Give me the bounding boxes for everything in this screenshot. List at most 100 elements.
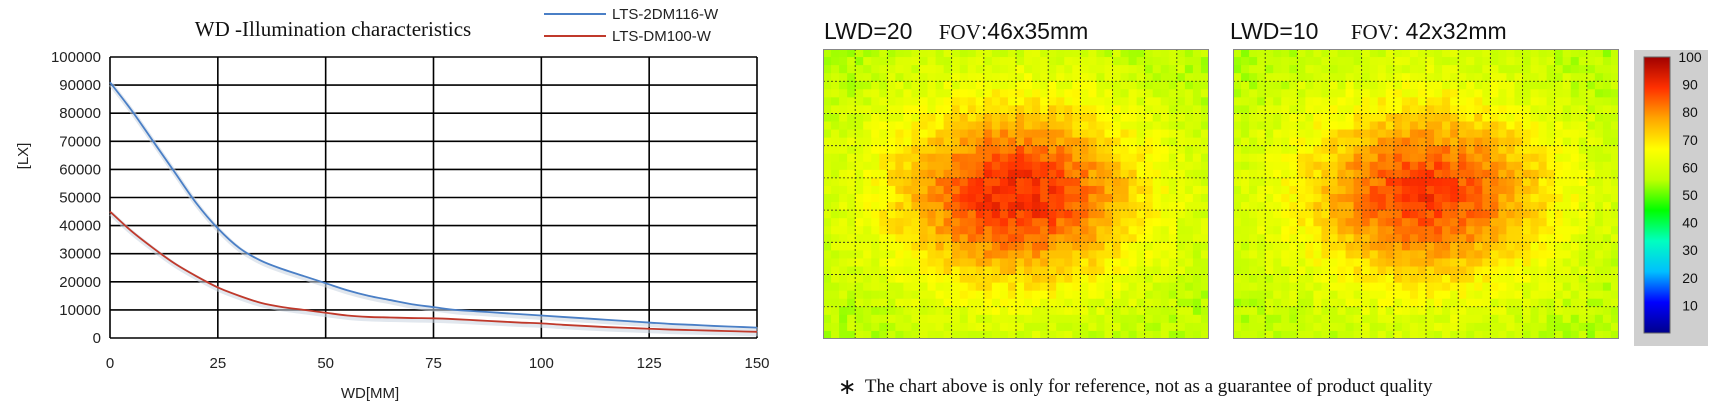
heatmap-cell	[1305, 73, 1315, 82]
heatmap-cell	[1530, 330, 1540, 339]
heatmap-cell	[1522, 153, 1532, 163]
heatmap-cell	[991, 202, 1001, 211]
heatmap-cell	[1506, 282, 1516, 292]
heatmap-cell	[1072, 153, 1081, 163]
heatmap-cell	[975, 282, 985, 292]
heatmap-cell	[1096, 129, 1106, 139]
heatmap-cell	[1048, 145, 1057, 155]
heatmap-cell	[1385, 258, 1395, 268]
heatmap-cell	[1289, 282, 1298, 292]
heatmap-cell	[1401, 153, 1411, 163]
heatmap-cell	[1056, 161, 1065, 171]
heatmap-cell	[903, 218, 913, 227]
heatmap-cell	[1337, 97, 1347, 106]
heatmap-cell	[1377, 185, 1387, 195]
heatmap-cell	[1273, 194, 1282, 203]
heatmap-cell	[831, 185, 840, 195]
heatmap-cell	[1200, 322, 1209, 332]
heatmap-cell	[1385, 322, 1395, 332]
heatmap-cell	[1466, 121, 1475, 131]
heatmap-cell	[831, 226, 840, 235]
heatmap-cell	[919, 218, 929, 227]
heatmap-cell	[1007, 250, 1017, 260]
heatmap-cell	[1144, 57, 1154, 66]
heatmap-cell	[1385, 218, 1395, 227]
heatmap-cell	[951, 121, 961, 131]
heatmap-cell	[943, 226, 953, 235]
heatmap-cell	[1072, 250, 1081, 260]
heatmap-cell	[1586, 234, 1596, 243]
heatmap-cell	[1289, 234, 1298, 243]
heatmap-cell	[1562, 49, 1572, 58]
heatmap-cell	[951, 274, 961, 284]
heatmap-cell	[1466, 282, 1475, 292]
heatmap-cell	[1578, 105, 1588, 115]
heatmap-cell	[871, 274, 880, 284]
heatmap-cell	[1385, 57, 1395, 66]
heatmap-cell	[919, 129, 929, 139]
heatmap-cell	[1409, 330, 1419, 339]
heatmap-cell	[1482, 258, 1491, 268]
heatmap-cell	[1168, 89, 1178, 98]
heatmap-cell	[1369, 177, 1379, 187]
heatmap-cell	[1192, 282, 1202, 292]
heatmap-cell	[951, 145, 961, 155]
heatmap-cell	[1176, 49, 1186, 58]
heatmap-cell	[1080, 322, 1089, 332]
heatmap-cell	[895, 81, 905, 90]
heatmap-cell	[1329, 226, 1339, 235]
heatmap-cell	[1088, 57, 1098, 66]
heatmap-cell	[1442, 169, 1451, 179]
heatmap-cell	[1417, 57, 1427, 66]
heatmap-cell	[1144, 121, 1154, 131]
heatmap-border	[823, 49, 1209, 339]
heatmap-cell	[1434, 274, 1443, 284]
heatmap-cell	[1080, 266, 1089, 276]
heatmap-cell	[1466, 298, 1475, 308]
heatmap-cell	[831, 153, 840, 163]
heatmap-cell	[1313, 145, 1323, 155]
heatmap-cell	[1040, 81, 1049, 90]
heatmap-cell	[1088, 258, 1098, 268]
heatmap-cell	[1353, 298, 1363, 308]
heatmap-cell	[1506, 49, 1516, 58]
heatmap-cell	[1385, 250, 1395, 260]
heatmap-cell	[1072, 169, 1081, 179]
heatmap-cell	[1546, 169, 1556, 179]
heatmap-cell	[1112, 266, 1122, 276]
heatmap-cell	[1345, 113, 1355, 123]
heatmap-cell	[927, 306, 937, 316]
heatmap-cell	[1305, 258, 1315, 268]
heatmap-cell	[1409, 153, 1419, 163]
heatmap-cell	[1032, 274, 1041, 284]
heatmap-cell	[1096, 65, 1106, 74]
heatmap-cell	[1072, 226, 1081, 235]
heatmap-cell	[1265, 226, 1274, 235]
heatmap-cell	[1385, 266, 1395, 276]
heatmap-cell	[943, 266, 953, 276]
heatmap-cell	[1490, 81, 1499, 90]
heatmap-cell	[1538, 314, 1548, 324]
heatmap-cell	[1530, 145, 1540, 155]
heatmap-cell	[1273, 129, 1282, 139]
heatmap-cell	[1032, 97, 1041, 106]
heatmap-cell	[1160, 49, 1170, 58]
heatmap-cell	[1442, 81, 1451, 90]
heatmap-cell	[1546, 234, 1556, 243]
heatmap-cell	[1040, 89, 1049, 98]
heatmap-cell	[1498, 169, 1508, 179]
heatmap-cell	[1458, 57, 1467, 66]
heatmap-cell	[1024, 298, 1033, 308]
heatmap-cell	[1586, 290, 1596, 300]
heatmap-cell	[967, 169, 977, 179]
heatmap-cell	[1080, 202, 1089, 211]
heatmap-cell	[1241, 73, 1250, 82]
heatmap-cell	[999, 65, 1009, 74]
heatmap-cell	[1128, 145, 1138, 155]
heatmap-cell	[847, 177, 856, 187]
heatmap-cell	[927, 121, 937, 131]
legend: LTS-2DM116-W LTS-DM100-W	[544, 6, 719, 45]
heatmap-cell	[1393, 242, 1403, 251]
heatmap-cell	[831, 258, 840, 268]
heatmap-cell	[1273, 137, 1282, 147]
